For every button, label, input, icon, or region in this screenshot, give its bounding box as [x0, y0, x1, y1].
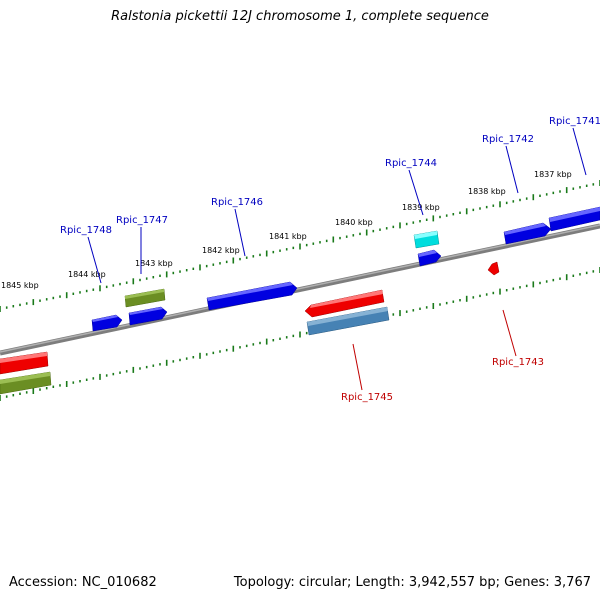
gene-label-rpic-1743[interactable]: Rpic_1743 [492, 357, 544, 368]
gene-label-rpic-1741[interactable]: Rpic_1741 [549, 116, 600, 127]
kbp-label: 1843 kbp [135, 259, 173, 268]
kbp-label: 1841 kbp [269, 232, 307, 241]
reverse-gene-labels: Rpic_1745 Rpic_1743 [341, 357, 544, 403]
kbp-label: 1840 kbp [335, 218, 373, 227]
gene-label-rpic-1747[interactable]: Rpic_1747 [116, 215, 168, 226]
chromosome-backbone [0, 223, 600, 356]
gene-label-rpic-1745[interactable]: Rpic_1745 [341, 392, 393, 403]
map-title: Ralstonia pickettii 12J chromosome 1, co… [111, 9, 489, 24]
reverse-leader-lines [352, 309, 517, 391]
genome-summary-text: Topology: circular; Length: 3,942,557 bp… [233, 575, 591, 590]
gene-label-rpic-1742[interactable]: Rpic_1742 [482, 134, 534, 145]
kbp-label: 1844 kbp [68, 270, 106, 279]
forward-leader-lines [87, 127, 587, 284]
gene-label-rpic-1744[interactable]: Rpic_1744 [385, 158, 437, 169]
forward-genes [91, 206, 600, 332]
gene-label-rpic-1746[interactable]: Rpic_1746 [211, 197, 263, 208]
kbp-label: 1838 kbp [468, 187, 506, 196]
gene-rpic-1743[interactable] [487, 261, 500, 276]
reverse-genes [0, 261, 500, 395]
forward-gene-labels: Rpic_1748 Rpic_1747 Rpic_1746 Rpic_1744 … [60, 116, 600, 236]
kbp-label: 1837 kbp [534, 170, 572, 179]
kbp-label: 1842 kbp [202, 246, 240, 255]
gene-rpic-1746[interactable] [206, 281, 298, 311]
forward-tick-track [0, 180, 600, 312]
gene-label-rpic-1748[interactable]: Rpic_1748 [60, 225, 112, 236]
kbp-label: 1845 kbp [1, 281, 39, 290]
accession-text: Accession: NC_010682 [9, 575, 157, 590]
